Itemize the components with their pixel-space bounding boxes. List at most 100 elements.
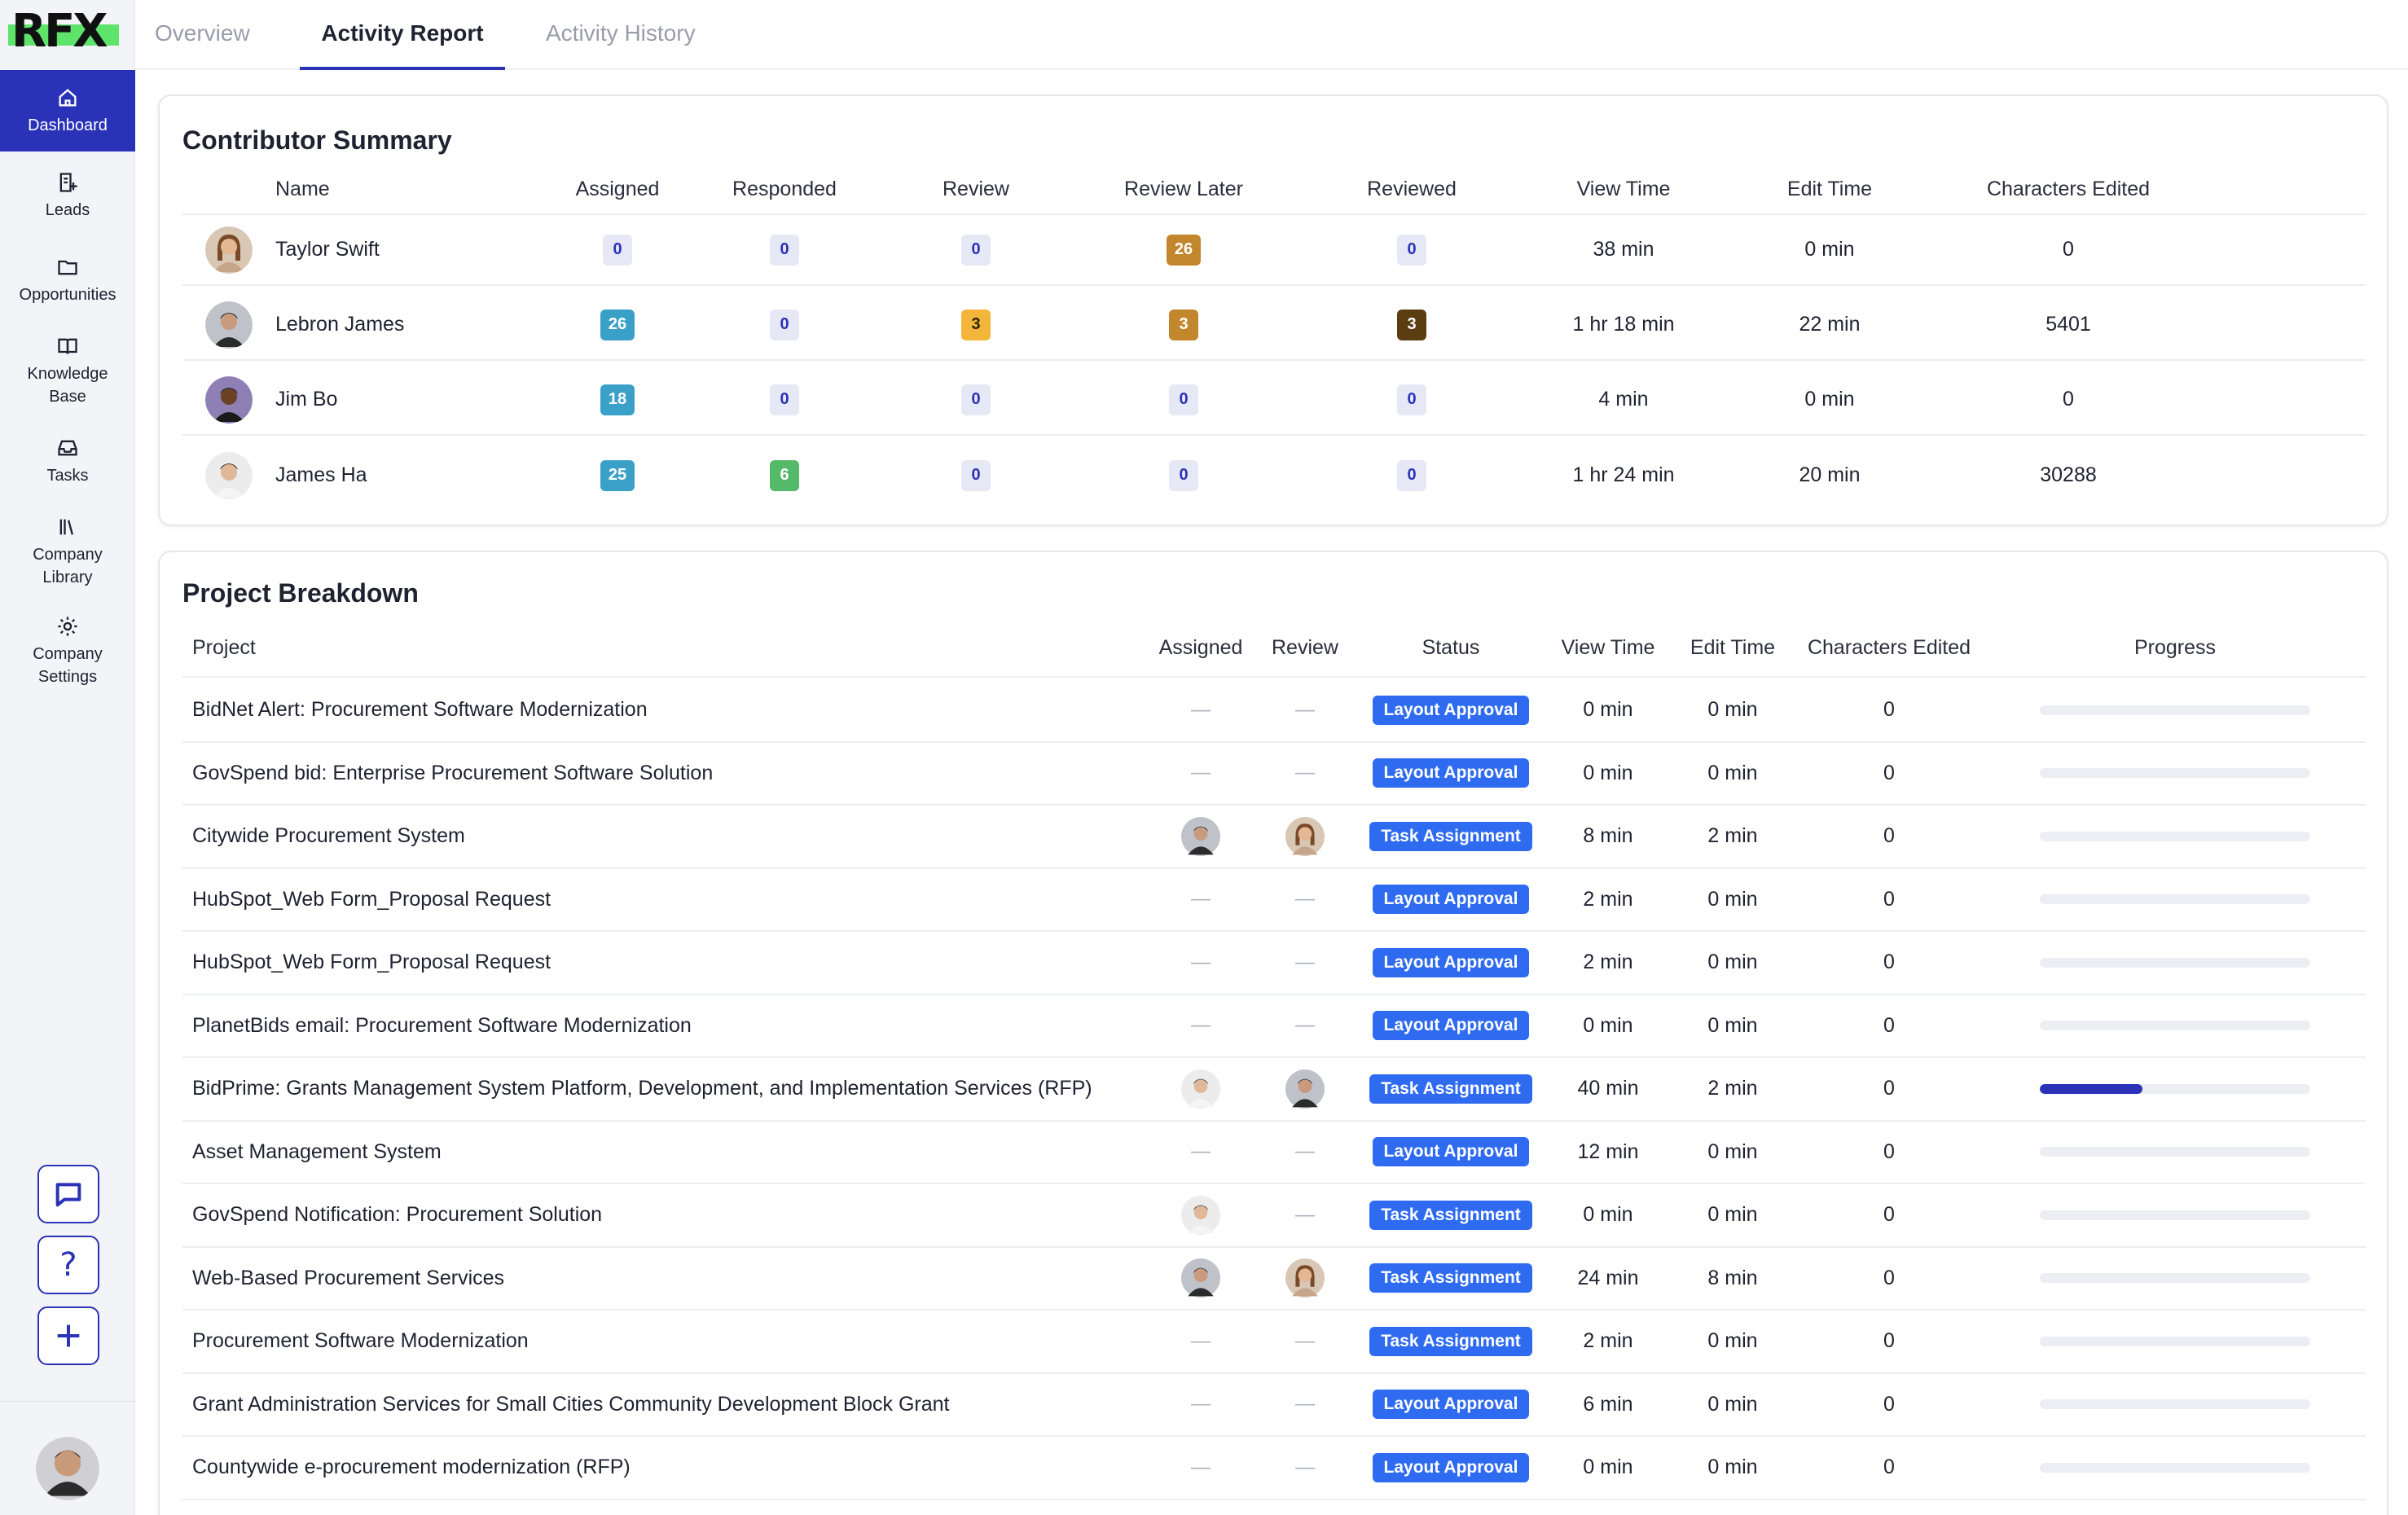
reviewed-badge[interactable]: 0 (1397, 459, 1426, 491)
status-badge[interactable]: Task Assignment (1369, 821, 1532, 851)
assignee-empty: — (1191, 1140, 1211, 1163)
assignee-avatar-man-light[interactable] (1181, 1195, 1220, 1235)
reviewer-avatar-woman[interactable] (1285, 816, 1325, 856)
inbox-icon (55, 435, 81, 461)
status-badge[interactable]: Layout Approval (1372, 695, 1530, 725)
sidebar-item-leads[interactable]: Leads (0, 152, 135, 239)
characters-edited: 0 (1883, 698, 1895, 722)
avatar-man-black (205, 375, 253, 424)
project-row[interactable]: GovSpend Notification: Procurement Solut… (182, 1184, 2366, 1248)
project-row[interactable]: HubSpot_Web Form_Proposal Request — — Layou… (182, 932, 2366, 995)
responded-badge[interactable]: 0 (770, 384, 799, 415)
assigned-badge[interactable]: 0 (603, 234, 632, 266)
status-badge[interactable]: Task Assignment (1369, 1263, 1532, 1293)
project-name[interactable]: BidPrime: Grants Management System Platf… (192, 1077, 1092, 1100)
add-button[interactable] (37, 1306, 99, 1365)
library-icon (55, 514, 81, 540)
review-badge[interactable]: 0 (961, 459, 991, 491)
project-name[interactable]: GovSpend Notification: Procurement Solut… (192, 1203, 603, 1227)
project-name[interactable]: GovSpend bid: Enterprise Procurement Sof… (192, 761, 714, 784)
project-row[interactable]: HubSpot_Web Form_Proposal Request — — Layou… (182, 869, 2366, 932)
project-row[interactable]: Countywide e-procurement modernization (… (182, 1437, 2366, 1500)
responded-badge[interactable]: 6 (770, 459, 799, 491)
project-row[interactable]: GovSpend bid: Enterprise Procurement Sof… (182, 743, 2366, 806)
edit-time: 22 min (1799, 313, 1861, 336)
contributor-name: Taylor Swift (275, 238, 380, 261)
plus-icon (57, 1324, 80, 1347)
project-name[interactable]: Citywide Procurement System (192, 824, 465, 848)
reviewer-avatar-man-dark[interactable] (1285, 1069, 1325, 1109)
review-later-badge[interactable]: 26 (1166, 234, 1202, 266)
project-name[interactable]: PlanetBids email: Procurement Software M… (192, 1013, 692, 1037)
sidebar-item-company-library[interactable]: Company Library (0, 502, 135, 601)
reviewed-badge[interactable]: 3 (1397, 309, 1426, 340)
reviewed-badge[interactable]: 0 (1397, 234, 1426, 266)
status-badge[interactable]: Layout Approval (1372, 947, 1530, 977)
review-badge[interactable]: 0 (961, 234, 991, 266)
assigned-badge[interactable]: 26 (600, 309, 635, 340)
contributor-row[interactable]: Jim Bo 18 0 0 0 0 4 min 0 min 0 (182, 365, 2366, 436)
assignee-avatar-man-dark[interactable] (1181, 1258, 1220, 1298)
tab-activity-history[interactable]: Activity History (546, 20, 696, 46)
user-avatar[interactable] (36, 1437, 99, 1500)
status-badge[interactable]: Layout Approval (1372, 758, 1530, 788)
project-row[interactable]: BidPrime: Grants Management System Platf… (182, 1058, 2366, 1122)
project-name[interactable]: Web-Based Procurement Services (192, 1266, 505, 1289)
status-badge[interactable]: Layout Approval (1372, 1452, 1530, 1482)
sidebar-item-opportunities[interactable]: Opportunities (0, 239, 135, 321)
project-col-header: View Time (1561, 635, 1655, 659)
assigned-badge[interactable]: 25 (600, 459, 635, 491)
project-name[interactable]: Asset Management System (192, 1140, 442, 1163)
responded-badge[interactable]: 0 (770, 309, 799, 340)
reviewer-avatar-woman[interactable] (1285, 1258, 1325, 1298)
project-row[interactable]: Citywide Procurement System Task Assignme… (182, 806, 2366, 869)
reviewer-empty: — (1295, 1456, 1315, 1478)
project-breakdown-title: Project Breakdown (182, 578, 419, 608)
contributor-row[interactable]: James Ha 25 6 0 0 0 1 hr 24 min 20 min 30288 (182, 440, 2366, 511)
sidebar-item-company-settings[interactable]: Company Settings (0, 601, 135, 700)
characters-edited: 0 (2063, 388, 2074, 411)
contributor-row[interactable]: Lebron James 26 0 3 3 3 1 hr 18 min 22 min 5401 (182, 290, 2366, 361)
project-name[interactable]: BidNet Alert: Procurement Software Moder… (192, 698, 648, 722)
status-badge[interactable]: Layout Approval (1372, 1011, 1530, 1041)
project-name[interactable]: Procurement Software Modernization (192, 1329, 529, 1353)
status-badge[interactable]: Layout Approval (1372, 1390, 1530, 1420)
assignee-avatar-man-light[interactable] (1181, 1069, 1220, 1109)
sidebar-item-knowledge-base[interactable]: Knowledge Base (0, 321, 135, 420)
project-row[interactable]: BidNet Alert: Procurement Software Moder… (182, 679, 2366, 743)
status-badge[interactable]: Layout Approval (1372, 885, 1530, 915)
status-badge[interactable]: Task Assignment (1369, 1074, 1532, 1104)
reviewer-empty: — (1295, 1140, 1315, 1163)
project-name[interactable]: Countywide e-procurement modernization (… (192, 1456, 631, 1479)
sidebar-item-tasks[interactable]: Tasks (0, 420, 135, 502)
project-row[interactable]: Web-Based Procurement Services Task Assig… (182, 1248, 2366, 1311)
tab-overview[interactable]: Overview (155, 20, 250, 46)
sidebar-item-dashboard[interactable]: Dashboard (0, 70, 135, 152)
project-row[interactable]: Asset Management System — — Layout Approval… (182, 1122, 2366, 1184)
review-later-badge[interactable]: 0 (1169, 384, 1198, 415)
project-name[interactable]: HubSpot_Web Form_Proposal Request (192, 951, 551, 974)
review-badge[interactable]: 3 (961, 309, 991, 340)
assignee-avatar-man-dark[interactable] (1181, 816, 1220, 856)
review-later-badge[interactable]: 3 (1169, 309, 1198, 340)
logo-highlight (8, 24, 119, 46)
project-row[interactable]: Procurement Software Modernization — — Task… (182, 1311, 2366, 1374)
sidebar-nav: Dashboard Leads Opportunities Knowledge Bas… (0, 70, 135, 700)
assigned-badge[interactable]: 18 (600, 384, 635, 415)
responded-badge[interactable]: 0 (770, 234, 799, 266)
chat-button[interactable] (37, 1165, 99, 1223)
review-later-badge[interactable]: 0 (1169, 459, 1198, 491)
project-row[interactable]: Grant Administration Services for Small … (182, 1374, 2366, 1437)
tab-activity-report[interactable]: Activity Report (300, 0, 505, 70)
contributor-row[interactable]: Taylor Swift 0 0 0 26 0 38 min 0 min 0 (182, 215, 2366, 286)
help-button[interactable]: ? (37, 1236, 99, 1294)
project-name[interactable]: HubSpot_Web Form_Proposal Request (192, 887, 551, 911)
status-badge[interactable]: Task Assignment (1369, 1200, 1532, 1230)
review-badge[interactable]: 0 (961, 384, 991, 415)
project-row[interactable]: PlanetBids email: Procurement Software M… (182, 995, 2366, 1058)
reviewed-badge[interactable]: 0 (1397, 384, 1426, 415)
app-logo[interactable]: RFX (11, 5, 108, 58)
project-name[interactable]: Grant Administration Services for Small … (192, 1392, 950, 1416)
status-badge[interactable]: Layout Approval (1372, 1137, 1530, 1167)
status-badge[interactable]: Task Assignment (1369, 1326, 1532, 1356)
